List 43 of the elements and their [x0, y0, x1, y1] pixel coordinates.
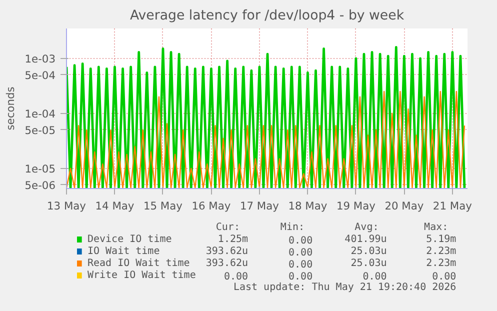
- y-tick-label: 1e-04: [24, 107, 56, 120]
- text: 2.23m: [426, 258, 456, 269]
- text: Min:: [280, 222, 305, 233]
- y-tick-label: 5e-04: [24, 68, 56, 82]
- text: 401.99u: [344, 234, 387, 245]
- chart-title: Average latency for /dev/loop4 - by week: [130, 8, 404, 24]
- y-tick-label: 5e-06: [24, 178, 56, 192]
- x-tick-label: 21 May: [432, 200, 472, 212]
- text: 0.00: [288, 236, 313, 246]
- legend-label: Device IO time: [87, 234, 172, 245]
- text: 25.03u: [350, 246, 387, 257]
- text: 393.62u: [206, 258, 248, 269]
- text: 0.00: [362, 272, 387, 282]
- x-tick-label: 20 May: [384, 200, 424, 212]
- x-tick-label: 16 May: [192, 200, 231, 212]
- y-tick-label: 1e-03: [24, 52, 56, 66]
- text: 5.19m: [426, 234, 456, 245]
- text: Avg:: [354, 222, 379, 233]
- legend-label: Write IO Wait time: [87, 270, 196, 281]
- text: Max:: [424, 222, 448, 233]
- text: 0.00: [432, 272, 456, 282]
- text: 2.23m: [426, 246, 456, 257]
- text: 1.25m: [218, 234, 248, 245]
- x-tick-label: 13 May: [47, 200, 86, 212]
- text: 0.00: [224, 272, 248, 282]
- text: 393.62u: [206, 246, 248, 257]
- line-series: [66, 90, 466, 188]
- text: 25.03u: [350, 258, 387, 269]
- y-tick-label: 1e-05: [24, 162, 56, 176]
- x-tick-label: 19 May: [336, 200, 376, 212]
- legend-label: IO Wait time: [87, 246, 160, 257]
- text: 0.00: [288, 272, 313, 282]
- text: Cur:: [216, 222, 240, 233]
- y-tick-label: 5e-05: [24, 124, 56, 137]
- text: 0.00: [288, 248, 313, 258]
- x-tick-label: 15 May: [143, 200, 182, 212]
- legend-label: Read IO Wait time: [87, 258, 190, 269]
- y-axis-title: seconds: [4, 86, 17, 130]
- text: Last update: Thu May 21 19:20:40 2026: [233, 282, 456, 293]
- text: 0.00: [288, 260, 313, 270]
- x-tick-label: 18 May: [288, 200, 328, 212]
- x-tick-label: 17 May: [240, 200, 279, 212]
- x-tick-label: 14 May: [95, 200, 134, 212]
